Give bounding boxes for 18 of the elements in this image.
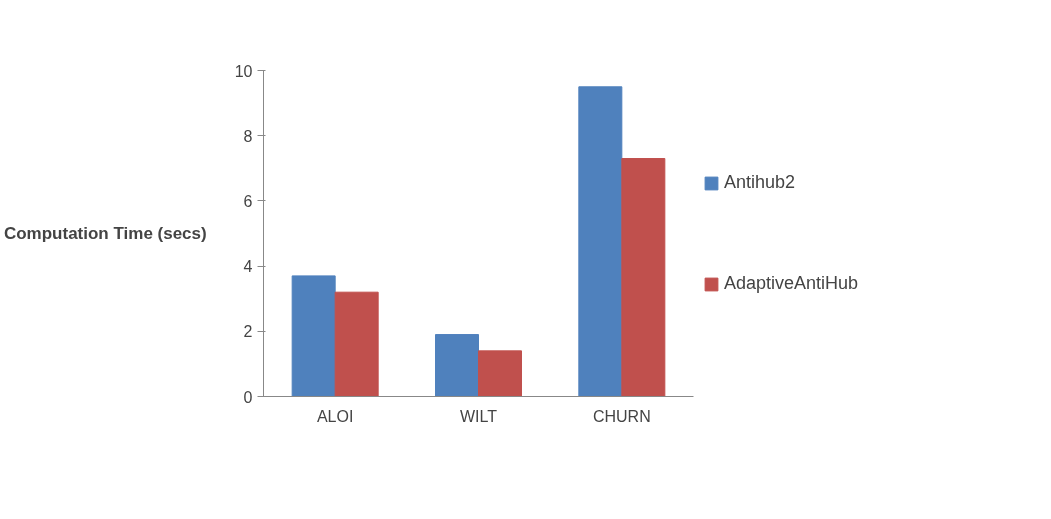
y-tick-label: 2: [243, 323, 253, 341]
bar: [435, 334, 479, 397]
bar: [578, 86, 623, 397]
y-tick-label: 4: [243, 258, 253, 276]
bar: [334, 291, 379, 397]
y-axis-title: Computation Time (secs): [3, 224, 207, 243]
y-tick-label: 8: [243, 127, 253, 145]
y-tick-label: 6: [243, 192, 253, 210]
x-tick-label: ALOI: [316, 407, 354, 425]
bar: [621, 158, 666, 397]
bar: [478, 350, 522, 397]
x-tick-label: WILT: [459, 407, 498, 425]
legend-label: AdaptiveAntiHub: [724, 273, 859, 294]
y-tick-label: 10: [234, 62, 253, 80]
x-tick-label: CHURN: [592, 407, 651, 425]
y-tick-label: 0: [243, 388, 253, 406]
legend-label: Antihub2: [724, 172, 796, 193]
bar: [291, 275, 336, 397]
